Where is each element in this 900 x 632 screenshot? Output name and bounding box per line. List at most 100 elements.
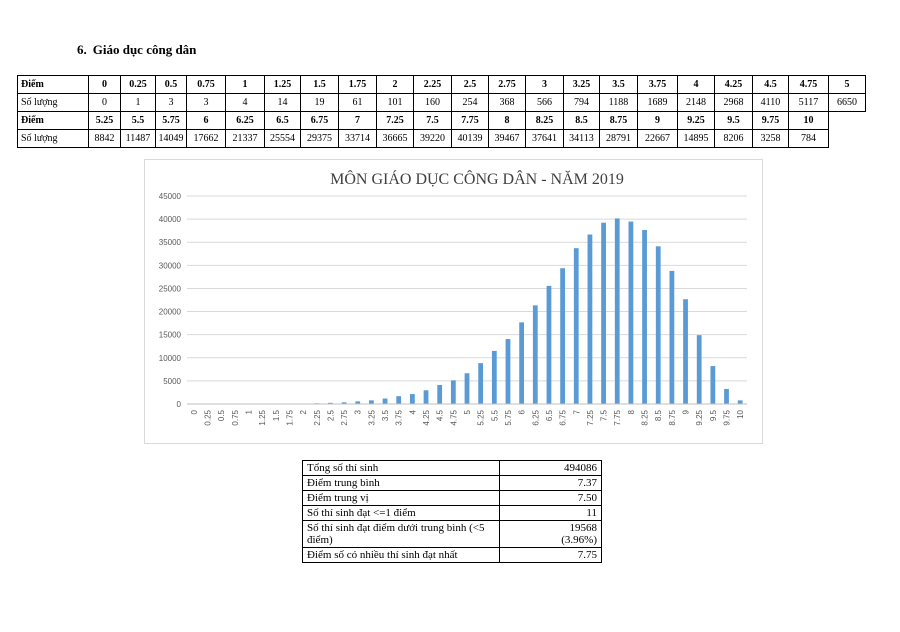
score-count-cell: 39220 xyxy=(413,129,452,148)
score-count-cell: 36665 xyxy=(376,129,414,148)
x-tick-label: 0 xyxy=(190,409,199,414)
score-count-cell: 34113 xyxy=(563,129,600,148)
y-tick-label: 45000 xyxy=(159,192,182,201)
score-point-cell: 2 xyxy=(376,75,414,94)
count-label: Số lượng xyxy=(17,93,89,112)
x-tick-label: 1.25 xyxy=(258,409,267,425)
bar xyxy=(505,339,511,404)
y-tick-label: 20000 xyxy=(159,308,182,317)
x-tick-label: 9.5 xyxy=(709,409,718,421)
stat-row: Số thí sinh đạt <=1 điểm 11 xyxy=(302,505,602,521)
bar xyxy=(450,380,456,404)
score-count-cell: 1188 xyxy=(599,93,638,112)
x-tick-label: 4 xyxy=(408,409,417,414)
score-point-cell: 5 xyxy=(828,75,866,94)
score-point-cell: 4.5 xyxy=(752,75,789,94)
y-tick-label: 10000 xyxy=(159,354,182,363)
section-title: Giáo dục công dân xyxy=(92,42,197,57)
y-tick-label: 0 xyxy=(177,400,182,409)
score-count-cell: 4 xyxy=(225,93,265,112)
x-tick-label: 7.5 xyxy=(600,409,609,421)
x-tick-label: 3.5 xyxy=(381,409,390,421)
score-count-cell: 39467 xyxy=(488,129,526,148)
score-count-cell: 1689 xyxy=(637,93,678,112)
stat-row: Điểm trung vị 7.50 xyxy=(302,490,602,506)
x-tick-label: 4.75 xyxy=(449,409,458,425)
stat-value-line: 7.75 xyxy=(577,549,597,561)
x-tick-label: 2.25 xyxy=(313,409,322,425)
stat-row: Tổng số thí sinh 494086 xyxy=(302,460,602,476)
x-tick-label: 7.25 xyxy=(586,409,595,425)
x-tick-label: 9.25 xyxy=(695,409,704,425)
x-tick-label: 3 xyxy=(354,409,363,414)
y-tick-label: 35000 xyxy=(159,238,182,247)
x-tick-label: 1 xyxy=(244,409,253,414)
score-count-cell: 61 xyxy=(338,93,377,112)
x-tick-label: 6.25 xyxy=(531,409,540,425)
empty-cell xyxy=(829,112,866,130)
x-tick-label: 8.5 xyxy=(654,409,663,421)
stat-label: Tổng số thí sinh xyxy=(302,460,500,476)
y-tick-label: 30000 xyxy=(159,261,182,270)
stat-value-line: (3.96%) xyxy=(561,534,597,546)
x-tick-label: 5 xyxy=(463,409,472,414)
bar xyxy=(696,335,702,404)
x-tick-label: 0.25 xyxy=(203,409,212,425)
score-count-cell: 368 xyxy=(488,93,526,112)
score-count-cell: 794 xyxy=(563,93,600,112)
bar xyxy=(546,285,552,404)
bar xyxy=(341,402,347,404)
empty-cell xyxy=(829,130,866,148)
bar xyxy=(724,388,729,404)
x-tick-label: 5.25 xyxy=(477,409,486,425)
score-count-cell: 2968 xyxy=(714,93,753,112)
score-count-cell: 21337 xyxy=(225,129,265,148)
score-count-cell: 33714 xyxy=(338,129,377,148)
score-point-cell: 5.5 xyxy=(120,111,156,130)
x-tick-label: 2.5 xyxy=(326,409,335,421)
y-tick-label: 15000 xyxy=(159,331,182,340)
score-count-cell: 254 xyxy=(451,93,489,112)
score-count-cell: 29375 xyxy=(300,129,339,148)
stat-value-line: 494086 xyxy=(564,462,597,474)
score-point-cell: 10 xyxy=(788,111,829,130)
score-points-row: Điểm 5.25 5.5 5.75 6 6.25 6.5 6.75 7 7.25 7.5 7.75 8… xyxy=(17,111,866,130)
score-count-cell: 3 xyxy=(155,93,187,112)
score-count-cell: 25554 xyxy=(264,129,301,148)
score-point-cell: 0.5 xyxy=(155,75,187,94)
stat-value: 7.37 xyxy=(499,475,602,491)
bar xyxy=(464,373,470,404)
stat-row: Số thí sinh đạt điểm dưới trung bình (<5… xyxy=(302,520,602,548)
score-point-cell: 4 xyxy=(677,75,715,94)
score-points-row: Điểm 0 0.25 0.5 0.75 1 1.25 1.5 1.75 2 2.25 2.5 2.75… xyxy=(17,75,866,94)
x-tick-label: 9 xyxy=(682,409,691,414)
x-tick-label: 6.5 xyxy=(545,409,554,421)
histogram-chart: MÔN GIÁO DỤC CÔNG DÂN - NĂM 2019 0 5000 100… xyxy=(144,159,763,444)
bar xyxy=(614,218,620,404)
bar xyxy=(532,305,538,404)
score-count-row: Số lượng 8842 11487 14049 17662 21337 25554 293… xyxy=(17,129,866,148)
score-point-cell: 6.5 xyxy=(264,111,301,130)
score-point-cell: 8 xyxy=(488,111,526,130)
score-count-cell: 37641 xyxy=(525,129,564,148)
score-count-cell: 101 xyxy=(376,93,414,112)
score-count-cell: 14895 xyxy=(677,129,715,148)
score-count-cell: 1 xyxy=(120,93,156,112)
chart-title: MÔN GIÁO DỤC CÔNG DÂN - NĂM 2019 xyxy=(330,169,624,188)
score-point-cell: 7.5 xyxy=(413,111,452,130)
score-count-cell: 14 xyxy=(264,93,301,112)
bar xyxy=(683,299,688,404)
x-tick-label: 3.75 xyxy=(395,409,404,425)
x-tick-label: 7.75 xyxy=(613,409,622,425)
x-tick-label: 1.5 xyxy=(272,409,281,421)
score-point-cell: 7.75 xyxy=(451,111,489,130)
section-number: 6. xyxy=(77,42,87,57)
points-label: Điểm xyxy=(17,75,89,94)
score-point-cell: 3.75 xyxy=(637,75,678,94)
x-tick-label: 5.75 xyxy=(504,409,513,425)
bar xyxy=(628,221,634,404)
stat-value-line: 19568 xyxy=(569,522,598,534)
stat-label: Điểm số có nhiều thí sinh đạt nhất xyxy=(302,547,500,563)
score-count-cell: 22667 xyxy=(637,129,678,148)
x-tick-label: 3.25 xyxy=(367,409,376,425)
